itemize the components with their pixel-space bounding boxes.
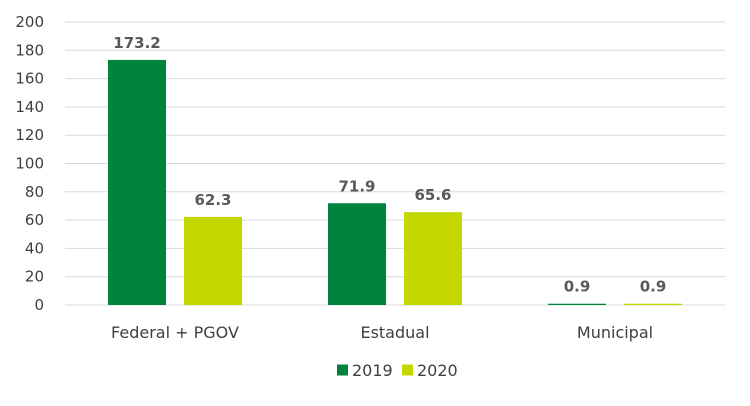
bar-2020-2: [624, 303, 682, 305]
data-label: 71.9: [338, 177, 375, 195]
y-tick-label: 160: [15, 70, 44, 88]
data-label: 62.3: [194, 191, 231, 209]
y-tick-label: 40: [25, 239, 44, 257]
data-label: 65.6: [414, 186, 451, 204]
bar-2019-1: [328, 203, 386, 305]
legend: 2019 2020: [337, 361, 458, 380]
y-tick-label: 140: [15, 98, 44, 116]
legend-label: 2019: [352, 361, 393, 380]
data-labels: 173.2 62.3 71.9 65.6 0.9 0.9: [113, 34, 666, 296]
category-label: Federal + PGOV: [111, 323, 239, 342]
data-label: 0.9: [640, 278, 667, 296]
bar-2020-1: [404, 212, 462, 305]
y-tick-label: 100: [15, 155, 44, 173]
bar-2019-0: [108, 59, 166, 306]
data-label: 0.9: [564, 278, 591, 296]
bar-2019-2: [548, 303, 606, 305]
y-tick-label: 120: [15, 126, 44, 144]
bars: [108, 59, 682, 306]
category-label: Municipal: [577, 323, 653, 342]
y-axis-tick-labels: 0 20 40 60 80 100 120 140 160 180 200: [15, 13, 44, 314]
y-tick-label: 180: [15, 41, 44, 59]
y-tick-label: 0: [34, 296, 44, 314]
category-label: Estadual: [360, 323, 429, 342]
data-label: 173.2: [113, 34, 160, 52]
legend-swatch-2020: [402, 364, 413, 376]
y-tick-label: 200: [15, 13, 44, 31]
y-tick-label: 60: [25, 211, 44, 229]
legend-label: 2020: [417, 361, 458, 380]
gridlines: [65, 21, 725, 306]
bar-2020-0: [184, 216, 242, 305]
legend-swatch-2019: [337, 364, 348, 376]
y-tick-label: 80: [25, 183, 44, 201]
y-tick-label: 20: [25, 268, 44, 286]
x-axis-category-labels: Federal + PGOV Estadual Municipal: [111, 323, 653, 342]
